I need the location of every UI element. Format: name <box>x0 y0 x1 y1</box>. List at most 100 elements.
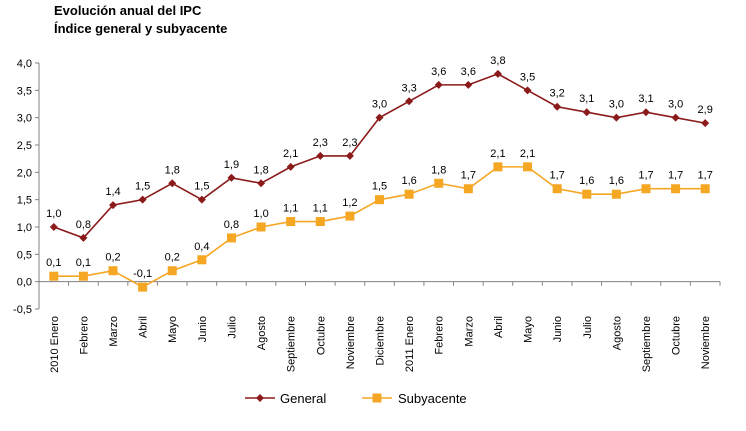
data-label-subyacente: 1,6 <box>579 175 594 187</box>
x-tick-label: Junio <box>197 316 209 342</box>
data-label-general: 3,8 <box>490 55 505 67</box>
x-tick-label: Marzo <box>108 316 120 347</box>
data-point-subyacente <box>78 271 88 281</box>
data-label-general: 1,8 <box>165 164 180 176</box>
legend-label-general: General <box>280 391 326 406</box>
y-tick-label: 0,5 <box>17 249 32 261</box>
data-label-subyacente: 1,7 <box>461 170 476 182</box>
data-point-subyacente <box>108 266 118 276</box>
data-point-subyacente <box>493 162 503 172</box>
data-point-general <box>49 223 58 231</box>
data-label-general: 3,6 <box>431 66 446 78</box>
data-label-subyacente: 0,4 <box>194 241 209 253</box>
y-tick-label: 0,0 <box>17 277 32 289</box>
data-label-subyacente: 1,6 <box>609 175 624 187</box>
data-label-general: 1,4 <box>105 186 120 198</box>
x-tick-label: Abril <box>138 316 150 338</box>
data-label-general: 2,3 <box>342 137 357 149</box>
data-point-subyacente <box>434 178 444 188</box>
x-tick-label: 2010 Enero <box>49 316 61 373</box>
data-point-subyacente <box>404 189 414 199</box>
y-tick-label: 1,5 <box>17 195 32 207</box>
data-point-general <box>168 179 177 188</box>
data-point-subyacente <box>552 184 562 194</box>
x-tick-label: Febrero <box>78 316 90 355</box>
data-label-subyacente: 0,2 <box>165 252 180 264</box>
legend-marker-subyacente <box>372 393 382 403</box>
data-label-general: 1,0 <box>46 208 61 220</box>
data-point-subyacente <box>167 266 177 276</box>
data-label-general: 1,8 <box>253 164 268 176</box>
data-label-subyacente: 0,1 <box>76 257 91 269</box>
x-tick-label: Abril <box>493 316 505 338</box>
data-point-general <box>464 80 473 89</box>
x-tick-label: Octubre <box>315 316 327 355</box>
data-label-subyacente: 1,7 <box>638 170 653 182</box>
data-point-general <box>227 173 236 182</box>
data-label-subyacente: 2,1 <box>490 148 505 160</box>
data-label-general: 1,5 <box>135 181 150 193</box>
data-point-subyacente <box>611 189 621 199</box>
data-point-general <box>523 86 532 95</box>
data-point-subyacente <box>671 184 681 194</box>
x-tick-label: Febrero <box>434 316 446 355</box>
x-tick-label: Mayo <box>523 316 535 343</box>
data-label-general: 3,1 <box>579 93 594 105</box>
data-label-subyacente: -0,1 <box>133 268 152 280</box>
x-tick-label: Julio <box>582 316 594 339</box>
data-point-general <box>257 179 266 188</box>
data-label-subyacente: 1,5 <box>372 181 387 193</box>
data-point-general <box>138 195 147 204</box>
data-label-general: 2,1 <box>283 148 298 160</box>
data-label-general: 3,0 <box>668 99 683 111</box>
data-label-subyacente: 1,8 <box>431 164 446 176</box>
data-point-general <box>375 113 384 122</box>
data-point-general <box>582 108 591 117</box>
data-label-subyacente: 1,7 <box>550 170 565 182</box>
data-label-subyacente: 1,0 <box>253 208 268 220</box>
data-point-general <box>701 119 710 128</box>
x-tick-label: Agosto <box>611 316 623 350</box>
data-point-general <box>405 97 414 106</box>
x-tick-label: Agosto <box>256 316 268 350</box>
data-point-subyacente <box>256 222 266 232</box>
y-tick-label: 1,0 <box>17 222 32 234</box>
data-label-subyacente: 1,7 <box>698 170 713 182</box>
data-point-subyacente <box>315 217 325 227</box>
data-point-subyacente <box>226 233 236 243</box>
x-tick-label: Mayo <box>167 316 179 343</box>
data-point-general <box>553 102 562 111</box>
data-label-subyacente: 1,2 <box>342 197 357 209</box>
data-label-general: 3,1 <box>638 93 653 105</box>
x-tick-label: Julio <box>226 316 238 339</box>
data-point-subyacente <box>138 282 148 292</box>
legend-label-subyacente: Subyacente <box>398 391 467 406</box>
y-tick-label: -0,5 <box>13 304 32 316</box>
chart-subtitle: Índice general y subyacente <box>54 21 228 36</box>
data-point-subyacente <box>700 184 710 194</box>
x-tick-label: Septiembre <box>286 316 298 372</box>
data-label-general: 3,3 <box>401 82 416 94</box>
data-point-subyacente <box>286 217 296 227</box>
data-point-general <box>493 69 502 78</box>
data-point-general <box>641 108 650 117</box>
y-tick-label: 4,0 <box>17 58 32 70</box>
data-label-subyacente: 1,1 <box>313 203 328 215</box>
data-label-subyacente: 1,7 <box>668 170 683 182</box>
y-tick-label: 3,0 <box>17 113 32 125</box>
data-label-subyacente: 1,6 <box>401 175 416 187</box>
data-label-subyacente: 0,2 <box>105 252 120 264</box>
y-tick-label: 2,0 <box>17 167 32 179</box>
data-point-general <box>286 162 295 171</box>
data-label-general: 2,9 <box>698 104 713 116</box>
data-label-general: 3,0 <box>609 99 624 111</box>
data-label-general: 3,0 <box>372 99 387 111</box>
legend-marker-general <box>256 394 264 402</box>
data-point-general <box>109 201 118 210</box>
data-label-subyacente: 0,1 <box>46 257 61 269</box>
x-tick-label: Septiembre <box>641 316 653 372</box>
data-point-general <box>434 80 443 89</box>
x-tick-label: Diciembre <box>375 316 387 366</box>
y-tick-label: 2,5 <box>17 140 32 152</box>
